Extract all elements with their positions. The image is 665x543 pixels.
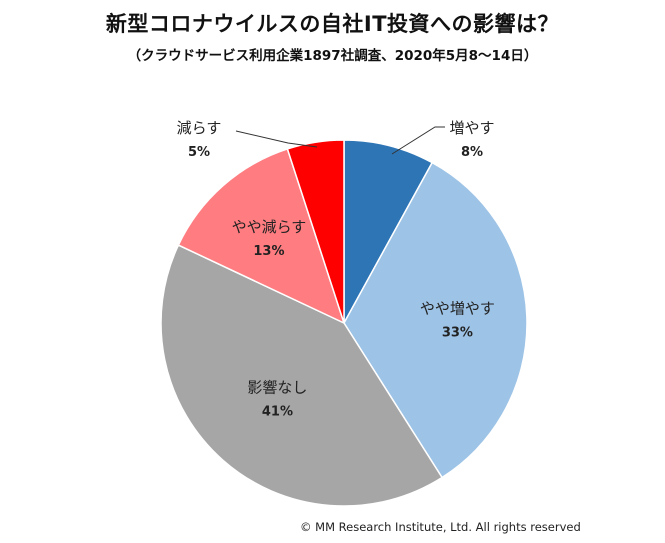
pie-slices (160, 139, 528, 507)
leader-line-1 (391, 126, 445, 155)
slice-value-4: 13% (253, 244, 284, 259)
slice-label-5: 減らす (177, 119, 222, 137)
copyright-notice: © MM Research Institute, Ltd. All rights… (300, 520, 581, 534)
pie-slice-1 (343, 139, 434, 324)
leader-line-2 (235, 130, 318, 148)
slice-value-3: 41% (262, 404, 293, 419)
pie-slice-4 (177, 148, 346, 325)
chart-subtitle: （クラウドサービス利用企業1897社調査、2020年5月8～14日） (127, 48, 538, 64)
pie-slice-2 (343, 161, 528, 479)
pie-slice-3 (160, 244, 444, 507)
pie-labels: 増やす 8% やや増やす 33% 影響なし 41% やや減らす 13% 減らす 5% (177, 119, 495, 419)
slice-label-4: やや減らす (232, 218, 307, 236)
slice-label-3: 影響なし (247, 378, 307, 396)
slice-value-5: 5% (188, 145, 210, 160)
chart-title: 新型コロナウイルスの自社IT投資への影響は？ (105, 12, 560, 36)
slice-value-2: 33% (442, 325, 473, 340)
slice-label-1: 増やす (449, 119, 494, 137)
slice-label-2: やや増やす (420, 299, 495, 317)
pie-slice-5 (286, 139, 345, 324)
slice-value-1: 8% (461, 145, 483, 160)
